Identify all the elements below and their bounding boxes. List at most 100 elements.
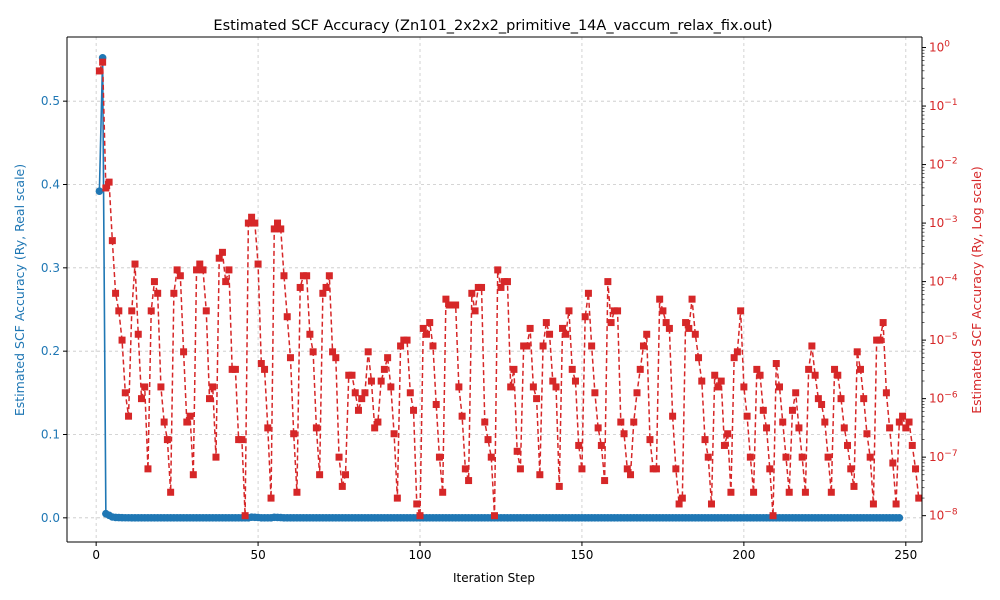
log-scale-point [170,289,178,297]
log-scale-point [652,465,660,473]
log-scale-point [280,272,288,280]
log-scale-point [607,319,615,327]
log-scale-point [643,330,651,338]
log-scale-point [186,412,194,420]
log-scale-point [329,348,337,356]
log-scale-point [912,465,920,473]
log-scale-point [730,354,738,362]
log-scale-point [99,58,107,66]
log-scale-point [792,389,800,397]
right-y-tick-label: 10−8 [929,508,958,523]
log-scale-point [209,383,217,391]
log-scale-point [604,278,612,286]
log-scale-point [834,371,842,379]
log-scale-point [876,336,884,344]
left-y-tick-label: 0.5 [41,94,60,108]
log-scale-point [850,482,858,490]
left-y-tick-label: 0.1 [41,428,60,442]
log-scale-point [410,406,418,414]
log-scale-point [105,178,113,186]
log-scale-point [173,266,181,274]
log-scale-point [717,377,725,385]
log-scale-point [743,412,751,420]
log-scale-point [422,330,430,338]
log-scale-point [128,307,136,315]
right-axis-label: Estimated SCF Accuracy (Ry, Log scale) [969,166,984,414]
log-scale-point [238,436,246,444]
log-scale-point [125,412,133,420]
log-scale-point [137,395,145,403]
left-y-tick-label: 0.0 [41,511,60,525]
log-scale-point [112,289,120,297]
log-scale-point [886,424,894,432]
log-scale-point [646,436,654,444]
log-scale-point [274,219,282,227]
log-scale-point [882,389,890,397]
log-scale-point [199,266,207,274]
log-scale-point [478,283,486,291]
log-scale-point [147,307,155,315]
log-scale-point [546,330,554,338]
log-scale-point [831,365,839,373]
log-scale-point [403,336,411,344]
log-scale-point [814,395,822,403]
log-scale-point [167,488,175,496]
log-scale-point [390,430,398,438]
log-scale-point [740,383,748,391]
log-scale-point [312,424,320,432]
log-scale-point [176,272,184,280]
log-scale-point [367,377,375,385]
log-scale-point [691,330,699,338]
log-scale-point [636,365,644,373]
log-scale-point [782,453,790,461]
log-scale-point [892,500,900,508]
log-scale-point [244,219,252,227]
log-scale-point [163,436,171,444]
log-scale-point [189,471,197,479]
log-scale-point [215,254,223,262]
log-scale-point [384,354,392,362]
log-scale-point [180,348,188,356]
right-y-tick-label: 10−6 [929,391,958,406]
log-scale-point [879,319,887,327]
log-scale-point [788,406,796,414]
log-scale-point [361,389,369,397]
log-scale-point [134,330,142,338]
log-scale-point [296,283,304,291]
log-scale-point [261,365,269,373]
left-axis-label: Estimated SCF Accuracy (Ry, Real scale) [12,164,27,416]
log-scale-point [727,488,735,496]
log-scale-point [264,424,272,432]
log-scale-point [354,406,362,414]
log-scale-point [461,465,469,473]
log-scale-point [821,418,829,426]
log-scale-point [150,278,158,286]
right-y-tick-label: 10−1 [929,98,958,113]
log-scale-point [306,330,314,338]
log-scale-point [908,441,916,449]
log-scale-point [714,383,722,391]
log-scale-point [808,342,816,350]
log-scale-point [202,307,210,315]
log-scale-point [863,430,871,438]
log-scale-point [141,383,149,391]
log-scale-point [225,266,233,274]
plot-axes: 0 50 100 150 200 250 0.0 0.1 0.2 0.3 0.4 0.5 10−8 10−… [41,36,958,562]
log-scale-point [630,418,638,426]
log-scale-point [325,272,333,280]
log-scale-point [196,260,204,268]
log-scale-point [844,441,852,449]
left-y-tick-label: 0.4 [41,178,60,192]
log-scale-point [416,512,424,520]
log-scale-point [860,395,868,403]
log-scale-point [552,383,560,391]
log-scale-point [154,289,162,297]
log-scale-point [678,494,686,502]
log-scale-point [584,289,592,297]
log-scale-point [529,383,537,391]
log-scale-point [439,488,447,496]
log-scale-point [484,436,492,444]
log-scale-point [309,348,317,356]
log-scale-point [435,453,443,461]
